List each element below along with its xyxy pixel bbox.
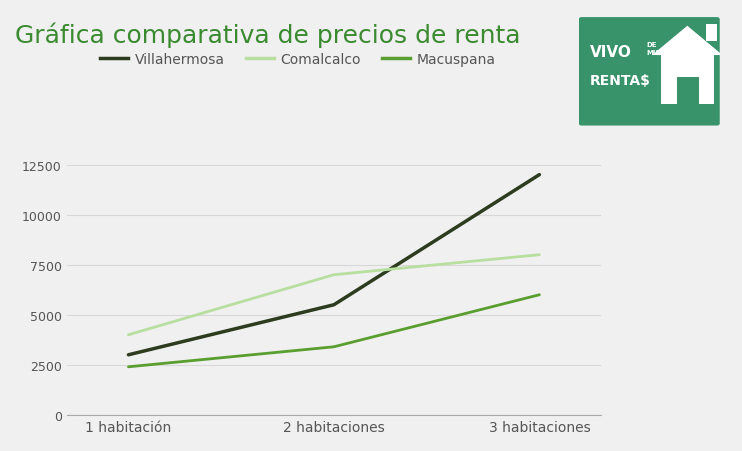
Text: RENTA$: RENTA$ xyxy=(590,74,651,88)
Polygon shape xyxy=(652,27,723,56)
FancyBboxPatch shape xyxy=(660,56,714,105)
Text: DE: DE xyxy=(646,42,657,48)
Legend: Villahermosa, Comalcalco, Macuspana: Villahermosa, Comalcalco, Macuspana xyxy=(100,53,496,67)
Text: MIS: MIS xyxy=(646,50,661,55)
Text: VIVO: VIVO xyxy=(590,45,632,60)
Text: Gráfica comparativa de precios de renta: Gráfica comparativa de precios de renta xyxy=(15,23,520,48)
FancyBboxPatch shape xyxy=(706,24,717,42)
FancyBboxPatch shape xyxy=(579,18,720,126)
FancyBboxPatch shape xyxy=(677,78,699,105)
